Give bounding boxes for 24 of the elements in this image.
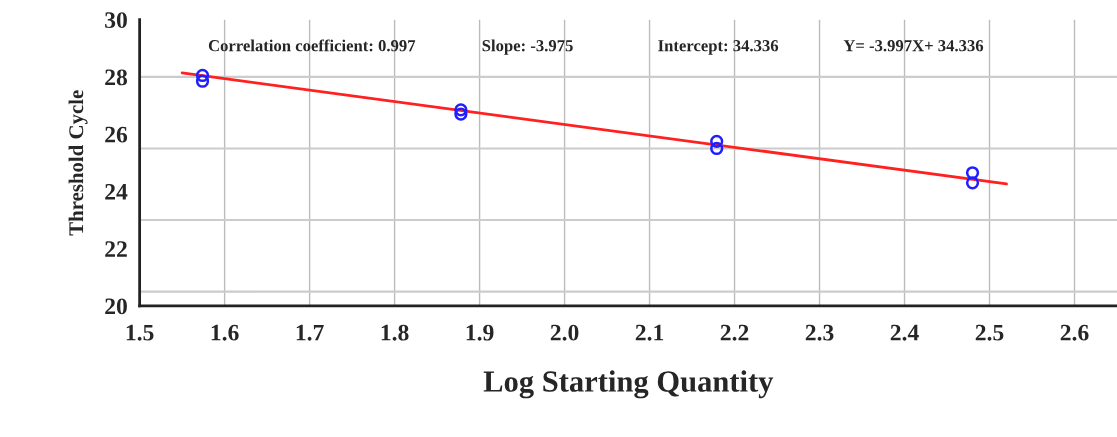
annotation: Intercept: 34.336 xyxy=(658,40,779,55)
x-tick-label: 2.4 xyxy=(890,324,919,341)
annotation: Slope: -3.975 xyxy=(482,39,573,55)
y-tick-label: 20 xyxy=(105,298,127,315)
annotation: Correlation coefficient: 0.997 xyxy=(208,39,416,52)
x-tick-label: 1.6 xyxy=(211,324,239,341)
y-tick-label: 28 xyxy=(105,69,128,86)
y-tick-label: 24 xyxy=(105,183,128,200)
x-tick-label: 2.2 xyxy=(720,324,749,341)
x-tick-label: 1.7 xyxy=(296,324,324,341)
x-tick-label: 2.3 xyxy=(805,324,834,341)
x-tick-label: 1.9 xyxy=(466,324,494,341)
y-tick-label: 22 xyxy=(105,241,127,257)
x-axis-title: Log Starting Quantity xyxy=(483,370,774,399)
x-tick-label: 2.1 xyxy=(635,324,664,341)
x-tick-label: 2.0 xyxy=(550,324,579,341)
y-axis-title: Threshold Cycle xyxy=(68,90,88,236)
y-tick-label: 30 xyxy=(105,12,127,29)
x-tick-label: 1.8 xyxy=(381,324,409,341)
x-tick-label: 2.6 xyxy=(1060,324,1089,341)
annotation: Y= -3.997X+ 34.336 xyxy=(843,40,984,52)
x-tick-label: 1.5 xyxy=(126,324,154,341)
y-tick-label: 26 xyxy=(105,126,128,143)
x-tick-label: 2.5 xyxy=(975,324,1004,341)
